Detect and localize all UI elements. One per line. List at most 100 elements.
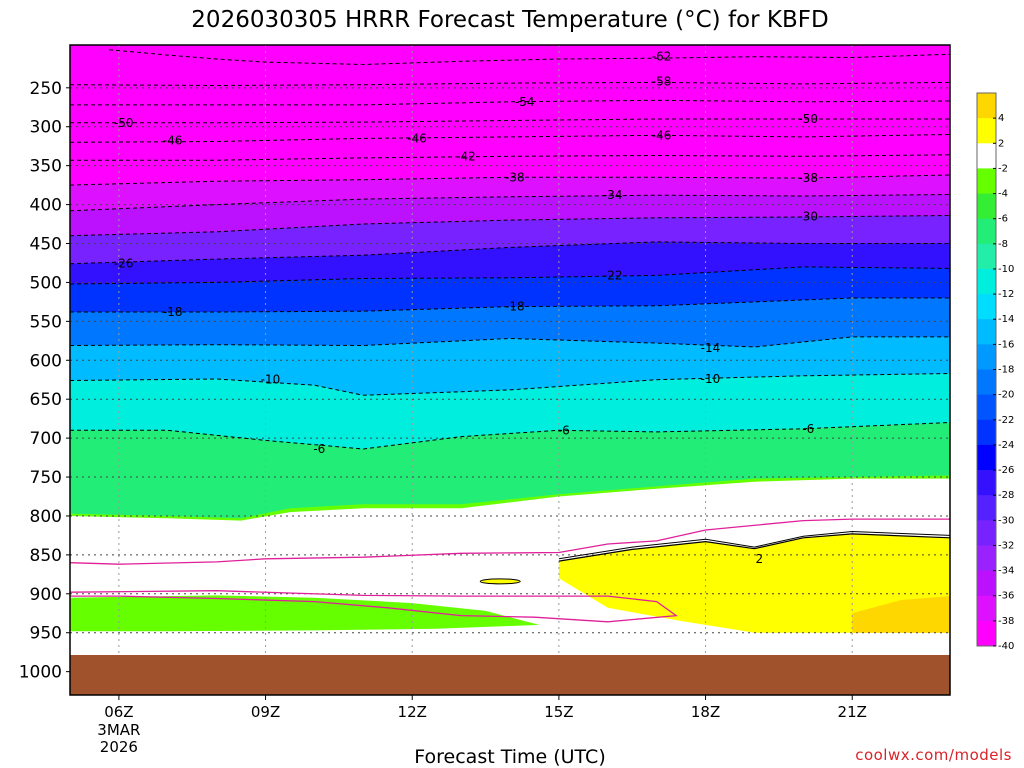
isotherm-2-boundary bbox=[558, 533, 950, 562]
plot-frame bbox=[69, 44, 951, 696]
isotherm-label: -18 bbox=[163, 305, 183, 319]
x-tick-label: 06Z bbox=[104, 703, 133, 721]
y-tick-label: 800 bbox=[30, 507, 62, 527]
y-tick-label: 950 bbox=[30, 624, 62, 644]
x-tick-label: 21Z bbox=[838, 703, 867, 721]
colorbar-swatch bbox=[977, 520, 996, 546]
colorbar-tick-label: -40 bbox=[998, 641, 1014, 652]
colorbar-tick-label: -34 bbox=[998, 566, 1014, 577]
isotherm-line bbox=[70, 422, 950, 450]
isotherm-label: -18 bbox=[505, 300, 525, 314]
band-warmest bbox=[852, 596, 950, 633]
x-tick-sublabel: 2026 bbox=[100, 738, 138, 756]
contour-labels: -62-58-54-50 -50-46 -46 -46-42-38 -38-34-30-… bbox=[114, 50, 818, 566]
y-tick-label: 250 bbox=[30, 79, 62, 99]
ground-below-surface bbox=[70, 655, 950, 695]
y-tick-label: 500 bbox=[30, 273, 62, 293]
isotherm-line bbox=[558, 530, 950, 560]
y-tick-label: 850 bbox=[30, 546, 62, 566]
colorbar-tick-label: 4 bbox=[998, 113, 1004, 124]
colorbar-swatch bbox=[977, 444, 996, 471]
isotherm-label: -58 bbox=[652, 75, 672, 89]
colorbar-tick-label: -22 bbox=[998, 415, 1014, 426]
colorbar-tick-label: 2 bbox=[998, 138, 1004, 149]
colorbar-tick-label: -16 bbox=[998, 339, 1014, 350]
colorbar-swatch bbox=[977, 369, 996, 396]
y-tick-label: 1000 bbox=[19, 663, 62, 683]
band-near-freezing bbox=[70, 478, 950, 695]
colorbar-tick-label: -30 bbox=[998, 515, 1014, 526]
x-tick-label: 09Z bbox=[251, 703, 280, 721]
isotherm-label: -6 bbox=[802, 422, 814, 436]
colorbar-tick-label: -36 bbox=[998, 591, 1014, 602]
colorbar-tick-label: -4 bbox=[998, 189, 1008, 200]
colorbar-swatch bbox=[977, 143, 996, 169]
y-tick-label: 900 bbox=[30, 585, 62, 605]
x-tick-sublabel: 3MAR bbox=[97, 721, 140, 739]
isotherm-label: -14 bbox=[701, 341, 721, 355]
colorbar-tick-label: -38 bbox=[998, 616, 1014, 627]
chart-title: 2026030305 HRRR Forecast Temperature (°C… bbox=[191, 7, 828, 33]
colorbar-swatch bbox=[977, 193, 996, 220]
y-tick-label: 550 bbox=[30, 312, 62, 332]
colorbar-swatch bbox=[977, 419, 996, 446]
colorbar-tick-label: -20 bbox=[998, 390, 1014, 401]
isotherm-label: -46 bbox=[652, 128, 672, 142]
isotherm-label: 2 bbox=[756, 552, 764, 566]
x-tick-label: 18Z bbox=[691, 703, 720, 721]
y-tick-label: 300 bbox=[30, 118, 62, 138]
colorbar-swatch bbox=[977, 344, 996, 370]
colorbar-swatch bbox=[977, 545, 996, 571]
isotherm-label: -10 bbox=[261, 373, 281, 387]
isotherm-label: -50 bbox=[114, 116, 134, 130]
colorbar-tick-label: -10 bbox=[998, 264, 1014, 275]
colorbar-tick-label: -6 bbox=[998, 214, 1008, 225]
colorbar-tick-label: -32 bbox=[998, 540, 1014, 551]
y-tick-label: 750 bbox=[30, 468, 62, 488]
colorbar-swatch bbox=[977, 595, 996, 622]
colorbar-swatch bbox=[977, 243, 996, 270]
colorbar-swatch bbox=[977, 268, 996, 295]
isotherm-label: -10 bbox=[701, 372, 721, 386]
isotherm-label: -62 bbox=[652, 50, 672, 64]
y-tick-label: 450 bbox=[30, 235, 62, 255]
x-tick-label: 15Z bbox=[544, 703, 573, 721]
isotherm-label: -34 bbox=[603, 188, 623, 202]
colorbar-swatch bbox=[977, 620, 996, 647]
isotherm-label: -54 bbox=[515, 95, 535, 109]
band-above-freezing bbox=[558, 533, 950, 633]
isotherm-label: -38 bbox=[798, 171, 818, 185]
colorbar-legend: 4 2 -2 -4 -6 -8 -10 -12 -14 -16 -18 -20 -22 -24 -26 -28… bbox=[976, 92, 1014, 652]
isotherm-label: -6 bbox=[558, 423, 570, 437]
colorbar-swatch bbox=[977, 319, 996, 345]
colorbar-swatch bbox=[977, 570, 996, 597]
colorbar-tick-label: -28 bbox=[998, 490, 1014, 501]
colorbar-tick-label: -18 bbox=[998, 365, 1014, 376]
zero-degree-isotherm bbox=[70, 518, 950, 565]
colorbar-swatch bbox=[977, 294, 996, 320]
isotherm-label: -30 bbox=[798, 209, 818, 223]
x-tick-label: 12Z bbox=[398, 703, 427, 721]
isotherm-label: -46 bbox=[407, 131, 427, 145]
colorbar-tick-label: -24 bbox=[998, 440, 1014, 451]
y-tick-label: 700 bbox=[30, 429, 62, 449]
colorbar-tick-label: -14 bbox=[998, 314, 1014, 325]
y-tick-label: 650 bbox=[30, 390, 62, 410]
zero-degree-isotherm-lower bbox=[70, 590, 678, 623]
colorbar-swatch bbox=[977, 118, 996, 144]
isotherm-label: -46 bbox=[163, 134, 183, 148]
colorbar-tick-label: -2 bbox=[998, 163, 1008, 174]
source-credit: coolwx.com/models bbox=[855, 746, 1012, 764]
isotherm-label: -26 bbox=[114, 257, 134, 271]
y-tick-label: 600 bbox=[30, 351, 62, 371]
colorbar-swatch bbox=[977, 168, 996, 194]
temperature-fill-layer bbox=[70, 45, 950, 695]
isotherm-contours bbox=[70, 49, 950, 623]
colorbar-swatch bbox=[977, 495, 996, 521]
y-tick-label: 350 bbox=[30, 157, 62, 177]
colorbar-swatch bbox=[977, 218, 996, 245]
isotherm-label: -38 bbox=[505, 170, 525, 184]
x-axis-label: Forecast Time (UTC) bbox=[414, 746, 605, 768]
y-tick-label: 400 bbox=[30, 196, 62, 216]
